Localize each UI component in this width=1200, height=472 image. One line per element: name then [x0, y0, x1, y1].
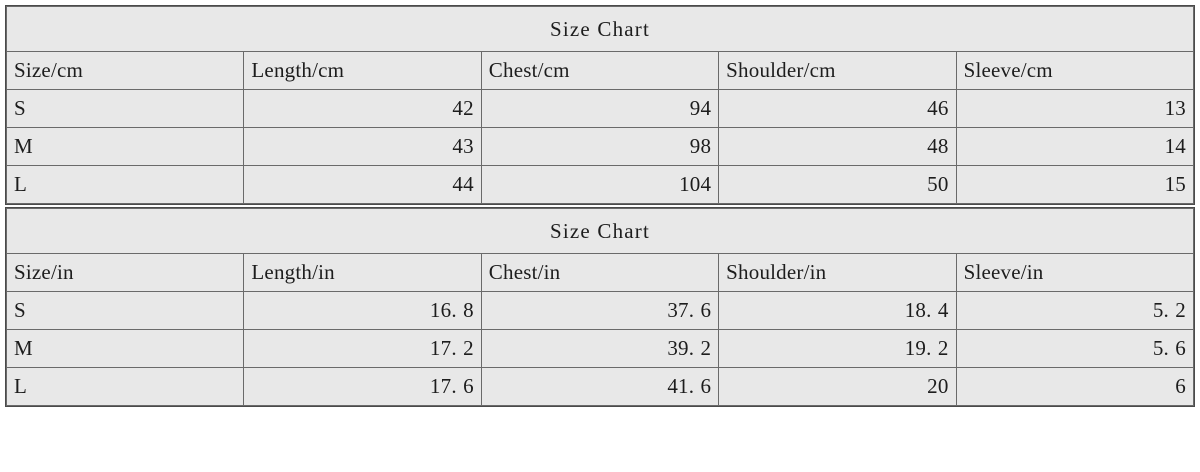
cell-chest: 98: [481, 128, 719, 165]
column-header-chest: Chest/cm: [481, 52, 719, 89]
cell-sleeve: 15: [956, 166, 1193, 203]
cell-sleeve: 13: [956, 90, 1193, 127]
size-chart-table-in-frame: Size Chart Size/in Length/in Chest/in Sh…: [5, 207, 1195, 407]
column-header-sleeve: Sleeve/cm: [956, 52, 1193, 89]
column-header-length: Length/cm: [244, 52, 481, 89]
size-chart-table-cm-frame: Size Chart Size/cm Length/cm Chest/cm Sh…: [5, 5, 1195, 205]
size-chart-table-cm: Size Chart Size/cm Length/cm Chest/cm Sh…: [6, 6, 1194, 204]
cell-shoulder: 46: [719, 90, 956, 127]
table-row: S 42 94 46 13: [7, 90, 1193, 127]
cell-shoulder: 50: [719, 166, 956, 203]
table-row: L 44 104 50 15: [7, 166, 1193, 203]
cell-chest: 37. 6: [481, 292, 719, 329]
cell-length: 44: [244, 166, 481, 203]
column-header-size: Size/in: [7, 254, 244, 291]
cell-shoulder: 20: [719, 368, 956, 405]
cell-size: S: [7, 90, 244, 127]
top-spacer: [0, 0, 1200, 5]
cell-size: M: [7, 330, 244, 367]
cell-sleeve: 5. 2: [956, 292, 1193, 329]
cell-length: 43: [244, 128, 481, 165]
size-chart-title: Size Chart: [7, 7, 1193, 51]
table-header-row: Size/cm Length/cm Chest/cm Shoulder/cm S…: [7, 52, 1193, 89]
cell-size: L: [7, 166, 244, 203]
table-row: M 43 98 48 14: [7, 128, 1193, 165]
cell-shoulder: 18. 4: [719, 292, 956, 329]
cell-chest: 41. 6: [481, 368, 719, 405]
cell-chest: 39. 2: [481, 330, 719, 367]
column-header-size: Size/cm: [7, 52, 244, 89]
column-header-chest: Chest/in: [481, 254, 719, 291]
cell-length: 17. 2: [244, 330, 481, 367]
size-chart-stack: Size Chart Size/cm Length/cm Chest/cm Sh…: [0, 5, 1200, 407]
cell-size: L: [7, 368, 244, 405]
column-header-shoulder: Shoulder/in: [719, 254, 956, 291]
table-row: L 17. 6 41. 6 20 6: [7, 368, 1193, 405]
cell-length: 42: [244, 90, 481, 127]
cell-sleeve: 14: [956, 128, 1193, 165]
cell-chest: 94: [481, 90, 719, 127]
column-header-sleeve: Sleeve/in: [956, 254, 1193, 291]
table-header-row: Size/in Length/in Chest/in Shoulder/in S…: [7, 254, 1193, 291]
table-separator-gap: [0, 205, 1200, 207]
cell-length: 17. 6: [244, 368, 481, 405]
column-header-length: Length/in: [244, 254, 481, 291]
table-title-row: Size Chart: [7, 7, 1193, 51]
column-header-shoulder: Shoulder/cm: [719, 52, 956, 89]
cell-sleeve: 5. 6: [956, 330, 1193, 367]
table-row: M 17. 2 39. 2 19. 2 5. 6: [7, 330, 1193, 367]
table-row: S 16. 8 37. 6 18. 4 5. 2: [7, 292, 1193, 329]
cell-size: M: [7, 128, 244, 165]
size-chart-title: Size Chart: [7, 209, 1193, 253]
size-chart-table-in: Size Chart Size/in Length/in Chest/in Sh…: [6, 208, 1194, 406]
cell-size: S: [7, 292, 244, 329]
cell-chest: 104: [481, 166, 719, 203]
cell-sleeve: 6: [956, 368, 1193, 405]
table-title-row: Size Chart: [7, 209, 1193, 253]
cell-shoulder: 48: [719, 128, 956, 165]
cell-length: 16. 8: [244, 292, 481, 329]
cell-shoulder: 19. 2: [719, 330, 956, 367]
